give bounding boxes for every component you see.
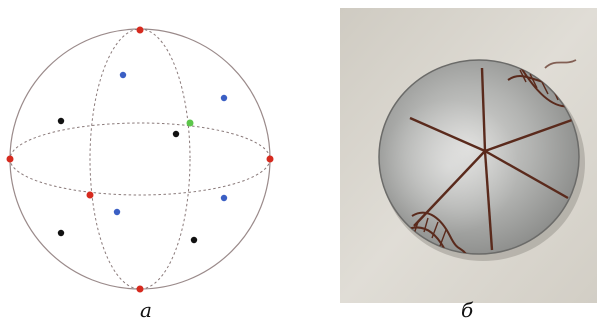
black-point — [172, 130, 180, 138]
engraved-helix-top — [514, 60, 579, 108]
equator-left-point — [6, 155, 14, 163]
engraved-spoke — [409, 116, 486, 153]
pole-bottom-point — [136, 285, 144, 293]
blue-point — [119, 71, 127, 79]
black-point — [57, 117, 65, 125]
pole-top-point — [136, 26, 144, 34]
caption-a: а — [140, 298, 152, 322]
caption-b: б — [461, 298, 474, 322]
engraved-helix-overflow — [544, 59, 577, 69]
engraved-spoke — [484, 118, 573, 153]
panel-a-sphere-diagram — [0, 0, 290, 296]
engraved-spoke — [484, 149, 569, 200]
equator-front-point — [86, 191, 94, 199]
blue-point — [220, 194, 228, 202]
blue-point — [220, 94, 228, 102]
engraved-pattern — [405, 60, 579, 254]
meridian-ellipse — [89, 28, 191, 290]
panel-b-disk-photo — [340, 8, 597, 303]
equator-ellipse — [9, 122, 271, 196]
green-point — [186, 119, 194, 127]
sphere-diagram — [6, 26, 274, 293]
black-point — [190, 236, 198, 244]
sphere-outline — [9, 28, 271, 290]
engraved-spoke — [483, 150, 494, 251]
engraved-spoke — [480, 67, 487, 152]
engraved-helix-bottom — [411, 211, 467, 254]
blue-point — [113, 208, 121, 216]
engraved-disk-photo — [340, 8, 597, 303]
black-point — [57, 229, 65, 237]
engraved-helix-rungs — [413, 217, 447, 247]
engraved-helix-rungs — [519, 69, 569, 103]
equator-right-point — [266, 155, 274, 163]
